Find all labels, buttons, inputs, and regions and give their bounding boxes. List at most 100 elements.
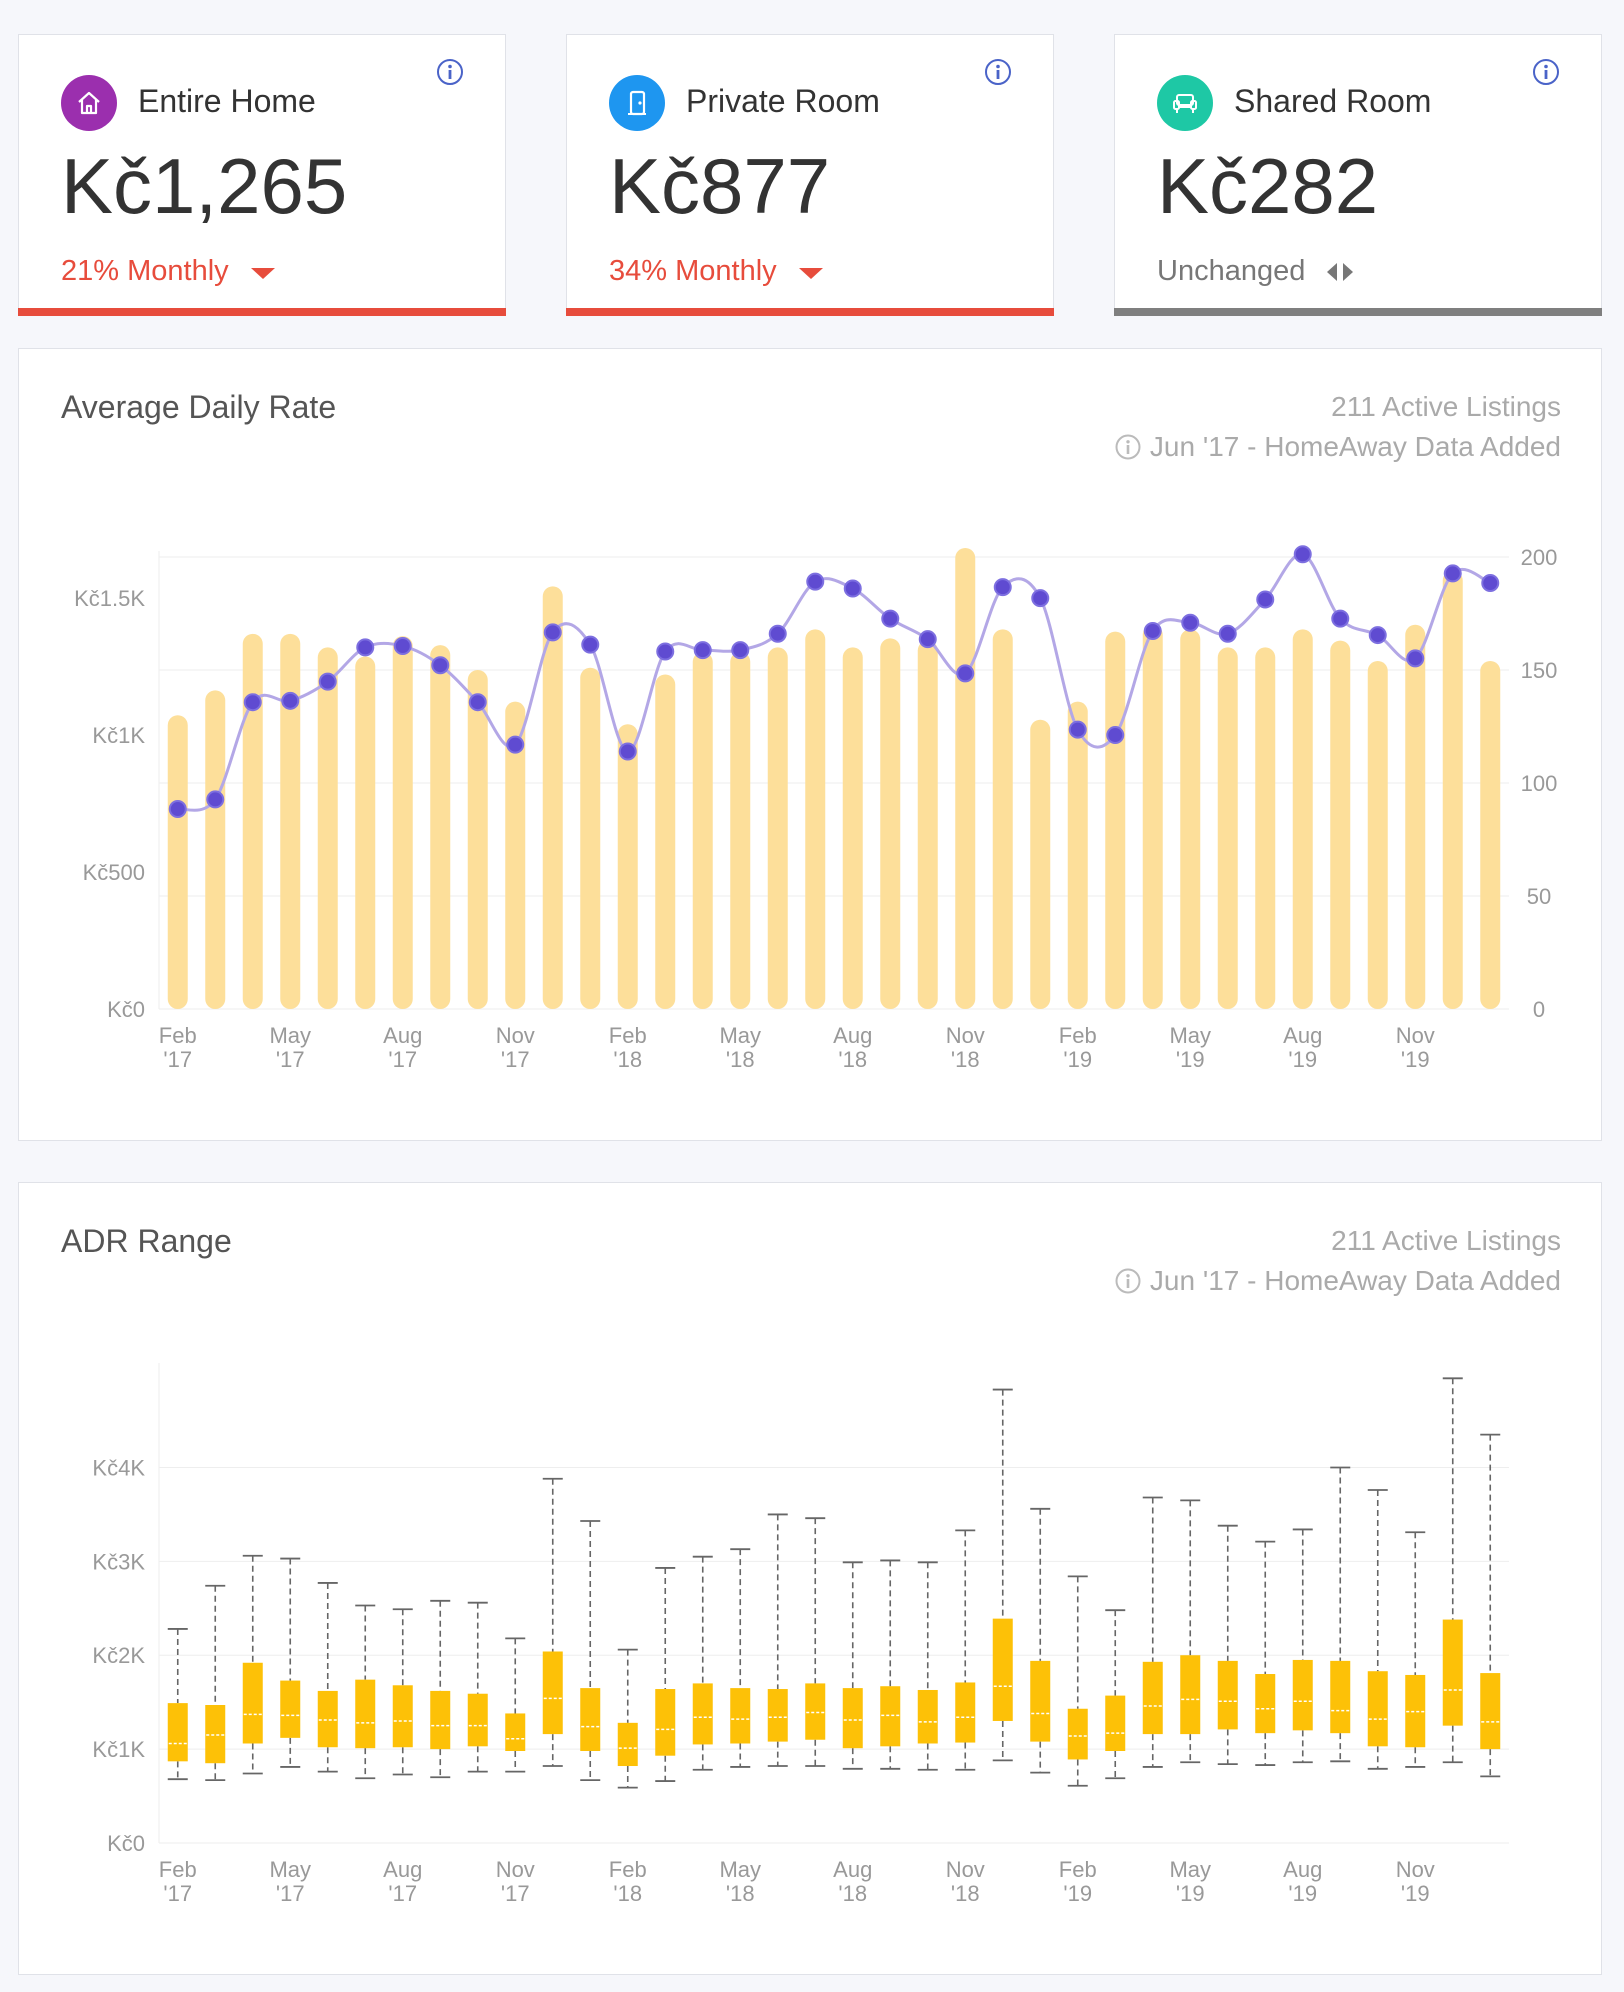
y-right-tick-label: 100 [1521,771,1558,796]
x-tick-label: Aug [383,1857,422,1882]
adr-range-chart: Kč0Kč1KKč2KKč3KKč4KFeb'17May'17Aug'17Nov… [92,1363,1509,1906]
x-tick-label: '18 [726,1047,755,1072]
iqr-box [655,1689,676,1756]
listings-bar [430,645,451,1009]
y-left-tick-label: Kč1.5K [74,586,145,611]
active-listings: 211 Active Listings [1331,1225,1561,1256]
adr-point [543,623,562,642]
card-title: Shared Room [1234,83,1432,119]
x-tick-label: Nov [946,1023,985,1048]
info-icon[interactable] [983,57,1013,87]
iqr-box [430,1690,451,1750]
card-status-bar [566,308,1054,316]
x-tick-label: Nov [496,1857,535,1882]
panel-title: Average Daily Rate [61,389,337,425]
adr-point [1068,720,1087,739]
x-tick-label: '17 [501,1881,530,1906]
iqr-box [617,1722,638,1767]
listings-bar [955,547,976,1009]
adr-point [431,656,450,675]
listings-bar [1067,701,1088,1009]
adr-point [1256,590,1275,609]
card-status-bar [18,308,506,316]
info-icon[interactable] [1114,1267,1142,1295]
adr-panel: Average Daily Rate 211 Active Listings J… [18,348,1602,1141]
y-right-tick-label: 150 [1521,658,1558,683]
y-tick-label: Kč3K [92,1549,145,1574]
iqr-box [1480,1673,1501,1750]
listings-bar [392,636,413,1009]
x-tick-label: '18 [613,1047,642,1072]
adr-point [581,635,600,654]
listings-bar [1142,624,1163,1009]
iqr-box [205,1705,226,1764]
x-tick-label: '17 [276,1047,305,1072]
y-tick-label: Kč4K [92,1455,145,1480]
active-listings: 211 Active Listings [1331,391,1561,422]
adr-point [168,800,187,819]
listings-bar [1217,647,1238,1009]
home-icon [78,91,100,115]
adr-point [1481,574,1500,593]
iqr-box [692,1683,713,1745]
iqr-box [992,1618,1013,1721]
x-tick-label: Nov [1396,1023,1435,1048]
x-tick-label: '17 [163,1047,192,1072]
listings-bar [1105,631,1126,1009]
x-tick-label: Aug [1283,1857,1322,1882]
x-tick-label: Aug [833,1023,872,1048]
iqr-box [1142,1661,1163,1735]
unchanged-arrows-icon [1327,262,1354,281]
iqr-box [955,1682,976,1743]
listings-bar [1367,660,1388,1009]
listings-bar [617,724,638,1009]
info-icon[interactable] [1114,433,1142,461]
x-tick-label: '19 [1401,1881,1430,1906]
x-tick-label: Feb [609,1857,647,1882]
adr-point [393,637,412,656]
card-title: Private Room [686,83,880,119]
adr-point [768,624,787,643]
listings-bar [1442,570,1463,1009]
card-change-text: 21% Monthly [61,255,229,287]
info-icon[interactable] [435,57,465,87]
info-icon[interactable] [1531,57,1561,87]
listings-bar [242,633,263,1009]
y-left-tick-label: Kč0 [107,997,145,1022]
y-tick-label: Kč1K [92,1737,145,1762]
listings-bar [880,638,901,1009]
adr-point [1443,564,1462,583]
adr-point [281,691,300,710]
iqr-box [1105,1695,1126,1751]
listings-bar [1480,660,1501,1009]
adr-point [806,572,825,591]
adr-point [1293,545,1312,564]
card-entire-home: Entire Home Kč1,265 21% Monthly [18,34,506,316]
iqr-box [1255,1674,1276,1734]
listings-bar [692,651,713,1009]
adr-point [1406,649,1425,668]
iqr-box [880,1686,901,1747]
listings-bar [542,586,563,1009]
iqr-box [767,1689,788,1742]
y-tick-label: Kč0 [107,1831,145,1856]
listings-bar [1330,640,1351,1009]
x-tick-label: '19 [1063,1881,1092,1906]
iqr-box [1292,1659,1313,1731]
adr-point [881,609,900,628]
iqr-box [1067,1708,1088,1760]
iqr-box [1442,1619,1463,1726]
iqr-box [167,1703,188,1762]
adr-point [618,742,637,761]
iqr-box [730,1688,751,1744]
iqr-box [467,1693,488,1747]
iqr-box [505,1713,526,1751]
x-tick-label: '18 [613,1881,642,1906]
x-tick-label: '17 [276,1881,305,1906]
x-tick-label: '17 [388,1881,417,1906]
card-shared-room: Shared Room Kč282 Unchanged [1114,34,1602,316]
data-note: Jun '17 - HomeAway Data Added [1149,431,1561,462]
listings-bar [317,647,338,1009]
iqr-box [805,1683,826,1740]
x-tick-label: '18 [951,1881,980,1906]
